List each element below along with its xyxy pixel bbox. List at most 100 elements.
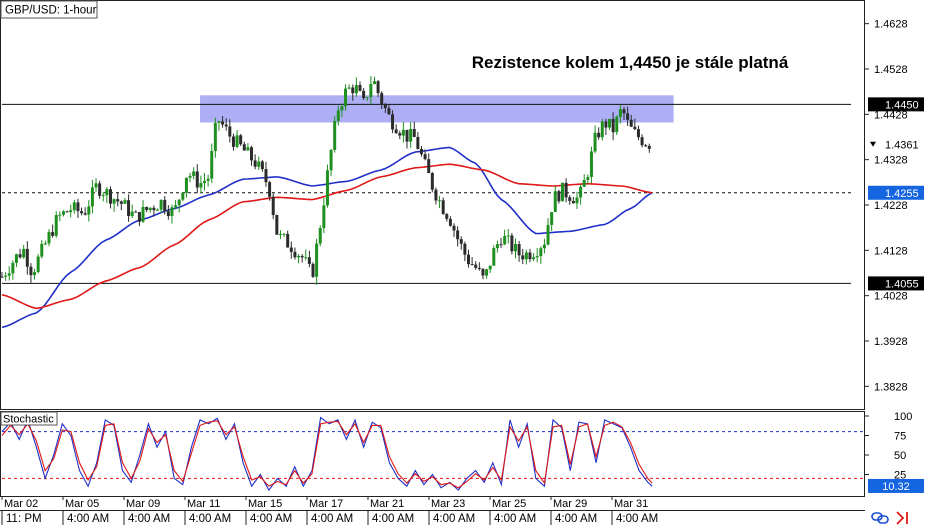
candle-body [40,243,44,257]
candle-body [589,151,593,177]
candle-body [405,129,409,142]
candle-body [344,88,348,107]
candle-body [633,126,637,130]
candle-body [231,136,235,147]
candle-body [568,197,572,201]
candle-body [333,120,337,150]
current-price-marker [870,141,876,147]
candle-body [228,126,232,137]
candle-body [470,264,474,266]
candle-body [409,129,413,142]
stochastic-label-box[interactable]: Stochastic [0,411,58,426]
date-tick-label: Mar 15 [248,498,282,510]
price-tag-1.4255 [868,185,924,200]
candle-body [539,248,543,257]
candle-body [391,114,395,130]
candle-body [235,135,239,147]
candle-body [412,129,416,137]
candle-body [123,200,127,204]
candle-body [416,136,420,149]
candle-body [166,211,170,217]
candle-body [466,254,470,265]
candle-body [11,262,15,274]
candle-body [427,159,431,174]
candle-body [615,116,619,133]
time-tick-label: 4:00 AM [128,513,170,525]
date-tick-label: Mar 09 [126,498,160,510]
candle-body [210,150,214,179]
candle-body [481,268,485,276]
candle-body [98,183,102,196]
candle-body [550,212,554,225]
candle-body [155,209,159,211]
stochastic-value-label: 10.32 [882,481,910,493]
candle-body [369,84,373,98]
candle-body [14,254,18,263]
candle-body [134,211,138,213]
candle-body [246,147,250,151]
candle-body [586,176,590,180]
candle-body [203,180,207,184]
stochastic-tick-label: 100 [894,411,912,423]
candle-body [311,263,315,277]
date-tick-label: Mar 17 [309,498,343,510]
candle-body [217,121,221,123]
candle-body [170,207,174,217]
candle-body [80,211,84,214]
candle-body [448,218,452,226]
candle-body [387,108,391,115]
candle-body [636,129,640,138]
candle-body [94,183,98,188]
candle-body [575,197,579,204]
candle-body [553,191,557,213]
candle-body [206,178,210,181]
candle-body [177,199,181,206]
candle-body [644,145,648,147]
stochastic-line-2 [1,420,653,489]
candle-body [4,275,8,277]
stochastic-tick-label: 50 [894,450,906,462]
symbol-label-box[interactable]: GBP/USD: 1-hour [0,0,98,19]
candle-body [445,214,449,219]
candle-body [647,145,651,149]
candle-body [141,206,145,222]
price-tick-label: 1.4628 [874,19,908,31]
candle-body [195,171,199,188]
candle-body [25,248,29,267]
candle-body [503,235,507,245]
candle-body [521,255,525,260]
candle-body [510,235,514,252]
date-tick-label: Mar 31 [614,498,648,510]
candle-body [271,196,275,215]
candle-body [221,121,225,125]
candle-body [629,119,633,127]
candle-body [36,256,40,273]
candle-body [506,235,510,237]
candle-body [137,212,141,222]
candle-body [108,189,112,204]
candle-body [253,160,257,167]
price-tag-1.4450 [868,97,924,112]
candle-body [485,269,489,276]
link-icon[interactable] [871,512,889,524]
candle-body [58,214,62,216]
candle-body [401,129,405,136]
price-tick-label: 1.4528 [874,64,908,76]
candle-body [459,239,463,244]
date-tick-label: Mar 21 [370,498,404,510]
price-tick-label: 1.3928 [874,336,908,348]
candle-body [297,255,301,258]
price-tick-label: 1.4228 [874,200,908,212]
candle-body [264,169,268,183]
candle-body [188,175,192,178]
arrow-right-icon[interactable] [896,511,908,525]
price-tag-label: 1.4055 [885,278,919,290]
candle-body [423,154,427,160]
date-tick-label: Mar 11 [187,498,220,510]
candle-body [380,93,384,105]
candle-body [127,200,131,217]
candle-body [340,106,344,111]
candle-body [441,200,445,215]
candle-body [362,90,366,99]
